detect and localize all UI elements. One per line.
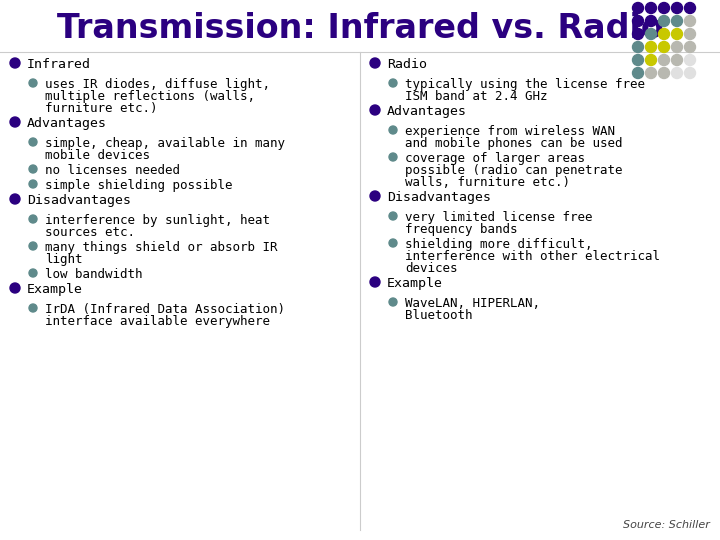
Circle shape: [659, 68, 670, 78]
Circle shape: [672, 16, 683, 26]
Circle shape: [10, 283, 20, 293]
Circle shape: [370, 58, 380, 68]
Circle shape: [29, 165, 37, 173]
Text: furniture etc.): furniture etc.): [45, 102, 158, 115]
Circle shape: [672, 68, 683, 78]
Text: interference by sunlight, heat: interference by sunlight, heat: [45, 214, 270, 227]
Circle shape: [685, 55, 696, 65]
Circle shape: [389, 298, 397, 306]
Circle shape: [646, 29, 657, 39]
Text: Disadvantages: Disadvantages: [387, 191, 491, 204]
Text: simple, cheap, available in many: simple, cheap, available in many: [45, 137, 285, 150]
Circle shape: [632, 68, 644, 78]
Circle shape: [646, 16, 657, 26]
Circle shape: [29, 269, 37, 277]
Text: typically using the license free: typically using the license free: [405, 78, 645, 91]
Circle shape: [29, 215, 37, 223]
Text: Advantages: Advantages: [387, 105, 467, 118]
Text: ISM band at 2.4 GHz: ISM band at 2.4 GHz: [405, 90, 547, 103]
Text: uses IR diodes, diffuse light,: uses IR diodes, diffuse light,: [45, 78, 270, 91]
Circle shape: [389, 212, 397, 220]
Text: Transmission: Infrared vs. Radio: Transmission: Infrared vs. Radio: [57, 11, 663, 44]
Text: shielding more difficult,: shielding more difficult,: [405, 238, 593, 251]
Circle shape: [685, 68, 696, 78]
Text: frequency bands: frequency bands: [405, 223, 518, 236]
Circle shape: [646, 3, 657, 14]
Circle shape: [685, 3, 696, 14]
Text: devices: devices: [405, 262, 457, 275]
Circle shape: [646, 68, 657, 78]
Circle shape: [29, 242, 37, 250]
Text: WaveLAN, HIPERLAN,: WaveLAN, HIPERLAN,: [405, 297, 540, 310]
Text: mobile devices: mobile devices: [45, 149, 150, 162]
Text: no licenses needed: no licenses needed: [45, 164, 180, 177]
Text: IrDA (Infrared Data Association): IrDA (Infrared Data Association): [45, 303, 285, 316]
Circle shape: [632, 16, 644, 26]
Text: light: light: [45, 253, 83, 266]
Circle shape: [370, 105, 380, 115]
Text: coverage of larger areas: coverage of larger areas: [405, 152, 585, 165]
Text: Bluetooth: Bluetooth: [405, 309, 472, 322]
Text: simple shielding possible: simple shielding possible: [45, 179, 233, 192]
Text: sources etc.: sources etc.: [45, 226, 135, 239]
Circle shape: [672, 29, 683, 39]
Text: experience from wireless WAN: experience from wireless WAN: [405, 125, 615, 138]
Circle shape: [632, 29, 644, 39]
Text: Example: Example: [387, 277, 443, 290]
Circle shape: [646, 42, 657, 52]
Text: interface available everywhere: interface available everywhere: [45, 315, 270, 328]
Circle shape: [672, 3, 683, 14]
Circle shape: [10, 58, 20, 68]
Circle shape: [632, 42, 644, 52]
Circle shape: [659, 16, 670, 26]
Text: Infrared: Infrared: [27, 58, 91, 71]
Text: Radio: Radio: [387, 58, 427, 71]
Circle shape: [632, 55, 644, 65]
Circle shape: [632, 3, 644, 14]
Circle shape: [646, 55, 657, 65]
Circle shape: [659, 55, 670, 65]
Circle shape: [672, 42, 683, 52]
Circle shape: [659, 3, 670, 14]
Text: walls, furniture etc.): walls, furniture etc.): [405, 176, 570, 189]
Text: and mobile phones can be used: and mobile phones can be used: [405, 137, 623, 150]
Text: multiple reflections (walls,: multiple reflections (walls,: [45, 90, 255, 103]
Circle shape: [389, 79, 397, 87]
Text: Source: Schiller: Source: Schiller: [623, 520, 710, 530]
Text: possible (radio can penetrate: possible (radio can penetrate: [405, 164, 623, 177]
Circle shape: [389, 239, 397, 247]
Text: low bandwidth: low bandwidth: [45, 268, 143, 281]
Circle shape: [389, 126, 397, 134]
Circle shape: [685, 16, 696, 26]
Text: Advantages: Advantages: [27, 117, 107, 130]
Text: very limited license free: very limited license free: [405, 211, 593, 224]
Circle shape: [389, 153, 397, 161]
Circle shape: [685, 29, 696, 39]
Text: many things shield or absorb IR: many things shield or absorb IR: [45, 241, 277, 254]
Circle shape: [10, 117, 20, 127]
Circle shape: [29, 180, 37, 188]
Circle shape: [10, 194, 20, 204]
Text: Disadvantages: Disadvantages: [27, 194, 131, 207]
Circle shape: [370, 191, 380, 201]
Circle shape: [659, 29, 670, 39]
Circle shape: [29, 138, 37, 146]
Circle shape: [685, 42, 696, 52]
Circle shape: [659, 42, 670, 52]
Circle shape: [370, 277, 380, 287]
Circle shape: [672, 55, 683, 65]
Circle shape: [29, 79, 37, 87]
Circle shape: [29, 304, 37, 312]
Text: Example: Example: [27, 283, 83, 296]
Text: interference with other electrical: interference with other electrical: [405, 250, 660, 263]
